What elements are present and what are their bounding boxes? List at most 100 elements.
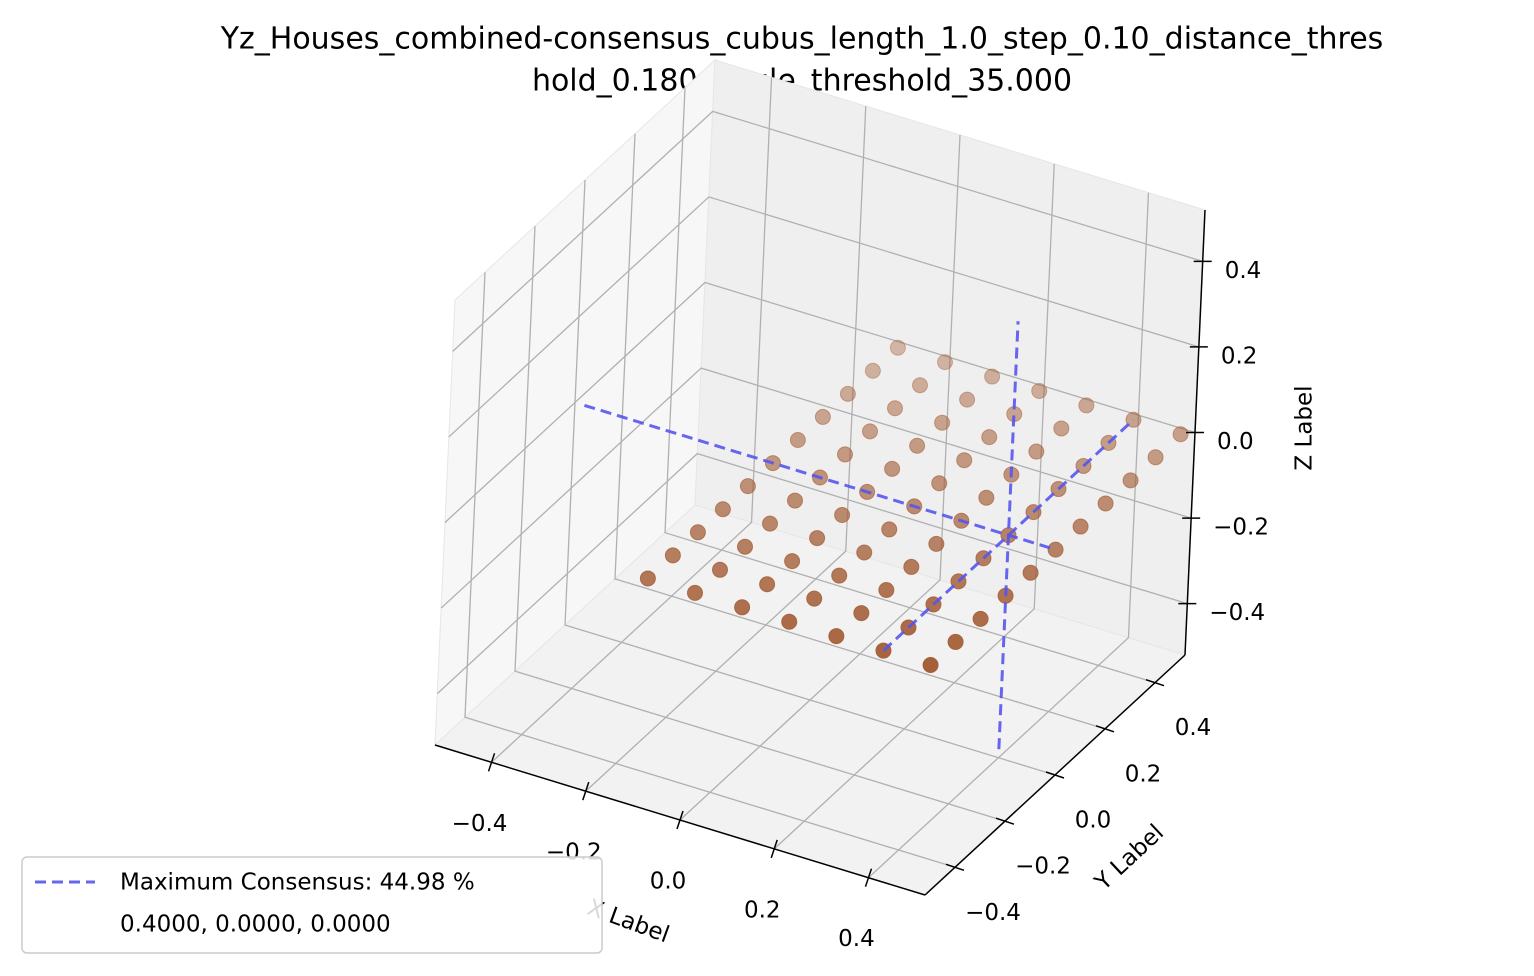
point <box>689 524 706 541</box>
point <box>639 570 656 587</box>
point <box>831 567 848 584</box>
tick-mark <box>1045 771 1065 779</box>
point <box>1097 495 1114 512</box>
tick-mark <box>995 817 1015 825</box>
x-tick-label: 0.0 <box>650 869 687 895</box>
point <box>912 377 928 394</box>
tick-mark <box>1095 725 1115 733</box>
point <box>972 610 989 627</box>
grid-line <box>868 192 1150 879</box>
y-tick-label: −0.2 <box>1015 854 1071 880</box>
point <box>1053 420 1070 437</box>
point <box>1072 518 1089 535</box>
point <box>956 452 973 469</box>
point <box>781 613 798 630</box>
z-axis-label: Z Label <box>1292 385 1318 470</box>
point <box>806 590 823 607</box>
x-tick-label: −0.4 <box>452 811 508 837</box>
consensus-line <box>583 403 1057 552</box>
grid-line <box>585 106 867 792</box>
grid-line <box>679 134 961 821</box>
chart-title: Yz_Houses_combined-consensus_cubus_lengt… <box>220 22 1384 57</box>
point <box>862 423 878 440</box>
consensus-line <box>997 321 1020 750</box>
point <box>853 605 870 622</box>
grid-line <box>773 163 1055 850</box>
x-tick-label: 0.2 <box>744 897 781 923</box>
point <box>762 515 778 532</box>
point <box>978 489 995 506</box>
point <box>814 408 831 425</box>
grid-line <box>491 77 773 763</box>
point <box>856 544 873 561</box>
grid-line <box>452 110 1203 352</box>
point <box>687 584 703 601</box>
point <box>922 657 939 673</box>
point <box>878 582 895 598</box>
point <box>934 414 951 431</box>
point <box>664 547 681 564</box>
x-tick-label: 0.4 <box>838 926 875 952</box>
point <box>928 535 945 552</box>
point <box>834 507 851 523</box>
tick-mark <box>582 781 590 801</box>
point <box>1047 541 1064 558</box>
point <box>734 599 751 616</box>
point <box>881 521 898 538</box>
point <box>1078 397 1095 414</box>
grid-line <box>448 196 1200 438</box>
point <box>1122 472 1139 489</box>
tick-mark <box>1145 678 1165 687</box>
tick-mark <box>676 810 684 830</box>
grid-line <box>436 452 1188 695</box>
y-tick-label: 0.0 <box>1075 808 1112 834</box>
point <box>839 385 856 402</box>
point <box>739 478 756 495</box>
point <box>909 437 926 454</box>
point <box>784 553 801 570</box>
z-tick-label: −0.4 <box>1209 600 1265 626</box>
z-tick-label: 0.0 <box>1217 429 1254 455</box>
legend-label: 0.4000, 0.0000, 0.0000 <box>120 912 391 938</box>
point <box>828 628 845 645</box>
point <box>889 339 906 356</box>
y-tick-label: 0.2 <box>1125 761 1162 787</box>
point <box>1028 443 1045 460</box>
point <box>937 354 953 371</box>
legend-box <box>21 856 603 954</box>
point <box>981 429 998 446</box>
grid-line <box>614 133 1106 730</box>
tick-mark <box>945 863 965 872</box>
z-tick-label: 0.2 <box>1221 343 1258 369</box>
grid-line <box>464 272 956 868</box>
y-tick-label: 0.4 <box>1175 715 1212 741</box>
tick-mark <box>487 753 496 772</box>
grid-line <box>514 226 1006 822</box>
point <box>759 576 776 593</box>
point <box>787 492 803 509</box>
point <box>737 538 753 555</box>
point <box>809 530 826 547</box>
legend-label: Maximum Consensus: 44.98 % <box>120 870 475 896</box>
y-tick-label: −0.4 <box>965 900 1021 926</box>
point <box>714 501 731 518</box>
point <box>887 400 903 417</box>
point <box>959 391 976 408</box>
point <box>789 432 806 448</box>
point <box>1147 449 1164 466</box>
point <box>1031 382 1048 399</box>
point <box>712 561 728 578</box>
grid-line <box>440 367 1192 609</box>
grid-line <box>564 179 1056 776</box>
point <box>931 475 948 492</box>
point <box>864 362 881 379</box>
z-tick-label: −0.2 <box>1213 515 1269 541</box>
point <box>984 368 1001 385</box>
point <box>1172 426 1189 443</box>
point <box>947 633 964 650</box>
tick-mark <box>770 839 778 859</box>
point <box>903 558 920 575</box>
z-tick-label: 0.4 <box>1225 258 1262 284</box>
